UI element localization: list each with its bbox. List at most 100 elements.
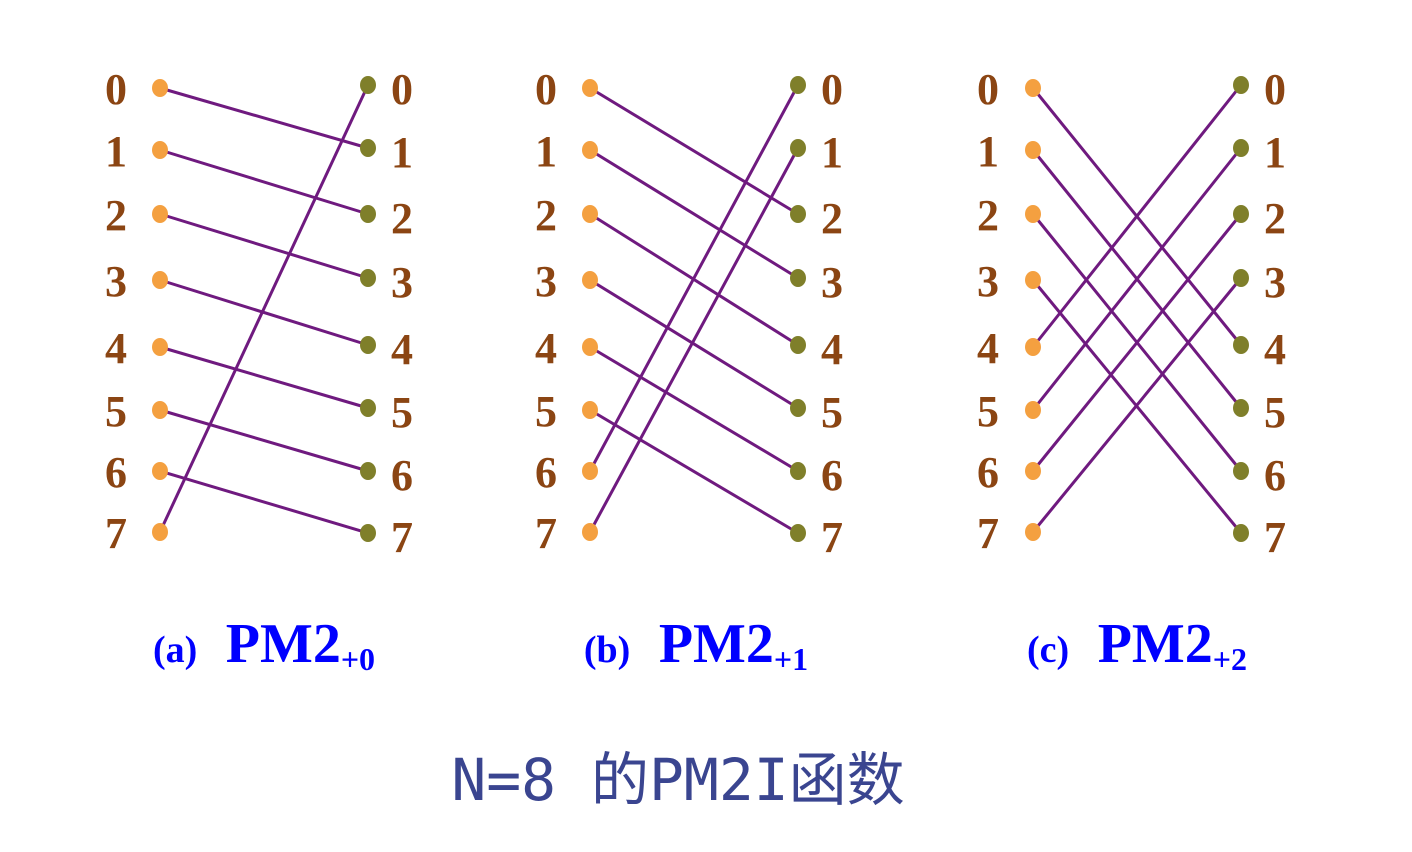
input-label: 6	[105, 448, 127, 497]
wire-4-to-5	[159, 345, 369, 410]
input-label: 1	[535, 127, 557, 176]
panel-subscript: +2	[1213, 641, 1247, 677]
output-label: 7	[1264, 513, 1286, 562]
panel-function: PM2	[1098, 613, 1213, 675]
input-label: 3	[105, 257, 127, 306]
output-label: 0	[1264, 65, 1286, 114]
output-label: 6	[1264, 451, 1286, 500]
input-node	[582, 338, 598, 356]
input-label: 0	[977, 65, 999, 114]
input-label: 2	[535, 191, 557, 240]
output-node	[360, 336, 376, 354]
output-node	[1233, 205, 1249, 223]
input-label: 0	[105, 65, 127, 114]
output-label: 4	[821, 325, 843, 374]
input-label: 3	[977, 257, 999, 306]
panel-tag: (c)	[1027, 629, 1069, 671]
output-label: 7	[391, 513, 413, 562]
output-node	[360, 139, 376, 157]
wire-4-to-0	[1031, 84, 1243, 348]
output-node	[1233, 462, 1249, 480]
input-label: 7	[105, 509, 127, 558]
wire-3-to-4	[159, 278, 369, 347]
input-label: 5	[535, 387, 557, 436]
wire-6-to-7	[159, 469, 369, 535]
panel-function: PM2	[226, 613, 341, 675]
input-label: 6	[535, 448, 557, 497]
output-label: 1	[1264, 128, 1286, 177]
output-node	[1233, 524, 1249, 542]
output-node	[1233, 399, 1249, 417]
diagram-title: N=8 的PM2I函数	[451, 746, 904, 814]
output-node	[360, 205, 376, 223]
wire-1-to-3	[589, 148, 799, 280]
input-label: 5	[105, 387, 127, 436]
wire-4-to-6	[589, 345, 799, 473]
input-node	[152, 141, 168, 159]
input-node	[152, 338, 168, 356]
input-node	[582, 79, 598, 97]
panel-tag: (b)	[584, 629, 630, 671]
output-node	[1233, 76, 1249, 94]
input-node	[152, 401, 168, 419]
input-node	[152, 523, 168, 541]
input-label: 4	[535, 324, 557, 373]
wire-7-to-3	[1031, 277, 1243, 533]
input-node	[582, 401, 598, 419]
wire-0-to-2	[589, 86, 799, 216]
output-label: 3	[821, 258, 843, 307]
input-label: 2	[977, 191, 999, 240]
wire-5-to-6	[159, 408, 369, 473]
output-label: 4	[1264, 325, 1286, 374]
input-node	[1025, 401, 1041, 419]
input-node	[1025, 338, 1041, 356]
output-label: 6	[391, 451, 413, 500]
output-node	[790, 336, 806, 354]
input-node	[582, 271, 598, 289]
output-node	[790, 462, 806, 480]
panel-a: 0 1 2 3 4 5 6 7 0 1 2 3 4 5 6 7 (a) PM2+0	[105, 65, 413, 677]
input-label: 7	[977, 509, 999, 558]
input-label: 3	[535, 257, 557, 306]
panel-function: PM2	[659, 613, 774, 675]
wire-6-to-0	[588, 84, 800, 472]
wire-6-to-2	[1031, 213, 1243, 472]
output-node	[790, 524, 806, 542]
output-label: 2	[821, 194, 843, 243]
input-label: 4	[977, 324, 999, 373]
output-node	[1233, 269, 1249, 287]
input-node	[1025, 523, 1041, 541]
output-label: 5	[821, 388, 843, 437]
output-label: 1	[391, 128, 413, 177]
output-node	[790, 139, 806, 157]
input-label: 1	[105, 127, 127, 176]
input-node	[1025, 79, 1041, 97]
input-label: 5	[977, 387, 999, 436]
input-node	[582, 141, 598, 159]
panel-caption: (c) PM2+2	[1027, 613, 1247, 677]
panel-c: 0 1 2 3 4 5 6 7 0 1 2 3 4 5 6 7 (c) PM2+2	[977, 65, 1286, 677]
panel-tag: (a)	[153, 629, 197, 671]
output-label: 2	[1264, 194, 1286, 243]
output-node	[790, 205, 806, 223]
wire-5-to-7	[589, 408, 799, 535]
input-node	[1025, 271, 1041, 289]
output-node	[1233, 336, 1249, 354]
output-label: 4	[391, 325, 413, 374]
output-label: 0	[821, 65, 843, 114]
panel-subscript: +1	[774, 641, 808, 677]
input-node	[1025, 205, 1041, 223]
wire-3-to-5	[589, 278, 799, 410]
panel-b: 0 1 2 3 4 5 6 7 0 1 2 3 4 5 6 7 (b) PM2+1	[535, 65, 843, 677]
input-label: 0	[535, 65, 557, 114]
output-node	[790, 76, 806, 94]
output-label: 6	[821, 451, 843, 500]
output-node	[790, 269, 806, 287]
output-label: 7	[821, 513, 843, 562]
output-label: 0	[391, 65, 413, 114]
input-node	[1025, 462, 1041, 480]
output-label: 1	[821, 128, 843, 177]
input-node	[152, 205, 168, 223]
